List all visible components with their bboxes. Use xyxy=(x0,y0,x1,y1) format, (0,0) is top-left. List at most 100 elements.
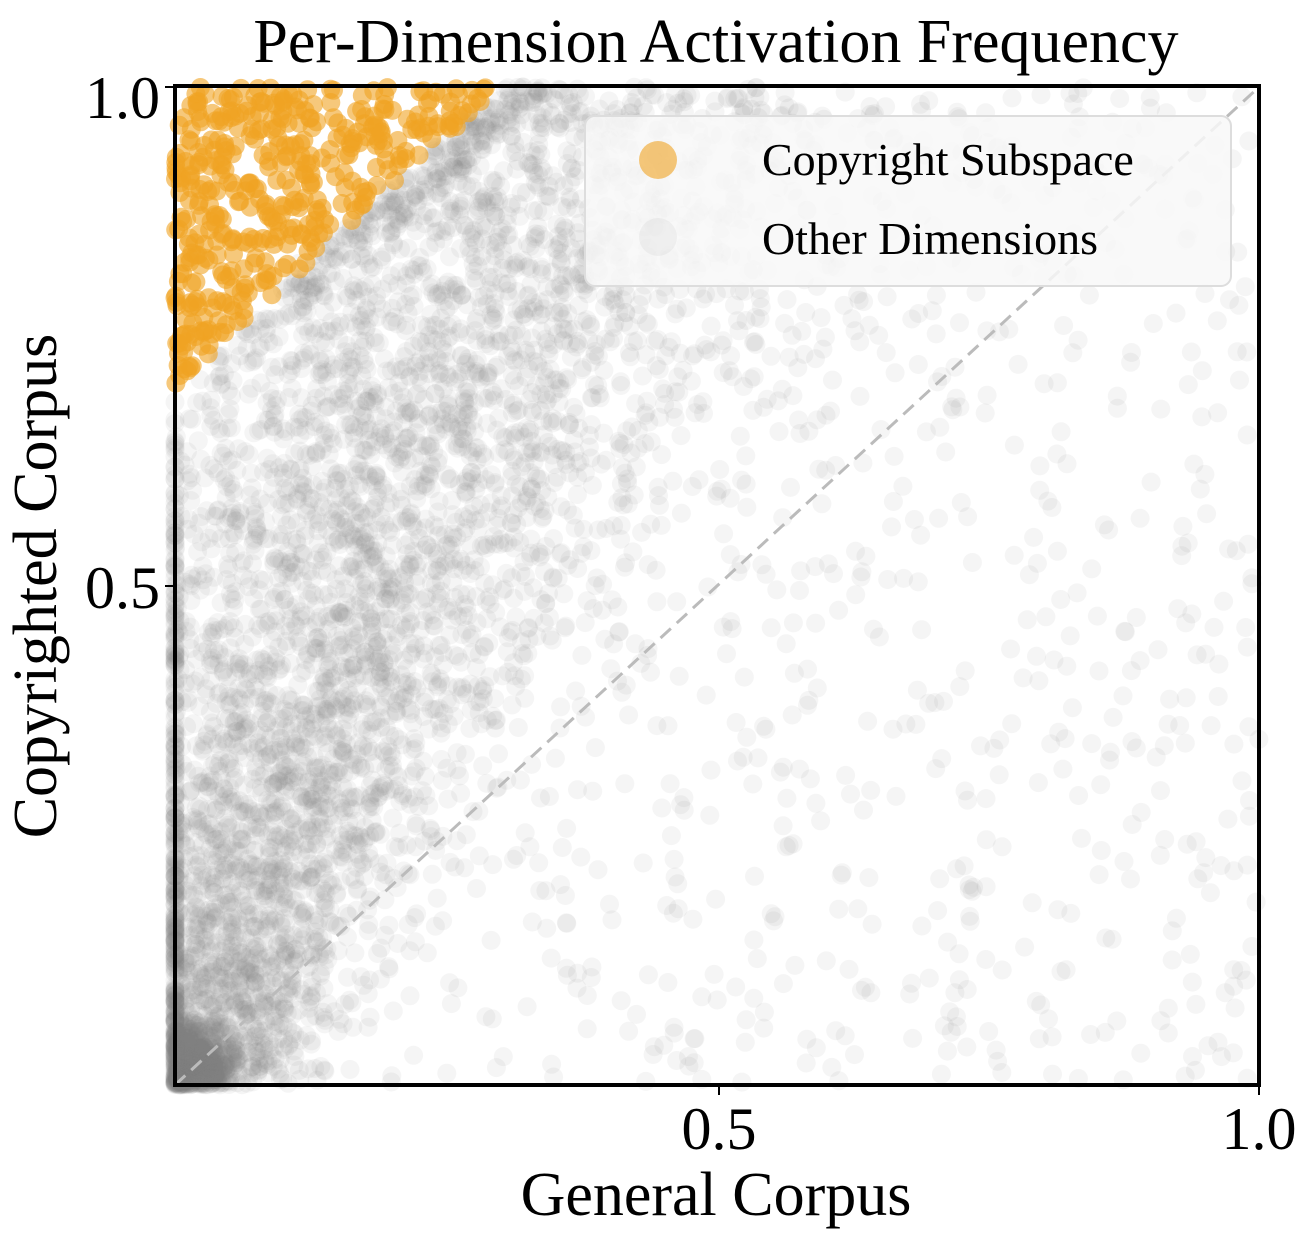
other-dimension-point xyxy=(483,855,503,875)
other-dimension-point xyxy=(323,434,343,454)
other-dimension-point xyxy=(524,452,544,472)
other-dimension-point xyxy=(572,645,592,665)
other-dimension-point xyxy=(328,739,348,759)
other-dimension-point xyxy=(471,370,491,389)
other-dimension-point xyxy=(743,400,763,420)
other-dimension-point xyxy=(1178,533,1198,553)
other-dimension-point xyxy=(359,914,379,934)
other-dimension-point xyxy=(195,1023,214,1043)
other-dimension-point xyxy=(773,974,793,994)
other-dimension-point xyxy=(430,669,450,689)
other-dimension-point xyxy=(463,442,483,462)
other-dimension-point xyxy=(282,714,302,734)
other-dimension-point xyxy=(392,590,412,610)
other-dimension-point xyxy=(476,591,496,611)
other-dimension-point xyxy=(371,247,391,267)
other-dimension-point xyxy=(258,1051,278,1071)
other-dimension-point xyxy=(439,597,458,617)
other-dimension-point xyxy=(194,1061,214,1081)
other-dimension-point xyxy=(1091,841,1111,860)
other-dimension-point xyxy=(903,1028,923,1048)
other-dimension-point xyxy=(379,959,399,979)
other-dimension-point xyxy=(238,849,258,869)
other-dimension-point xyxy=(236,1004,256,1024)
other-dimension-point xyxy=(1175,733,1195,753)
other-dimension-point xyxy=(392,462,412,482)
other-dimension-point xyxy=(291,819,311,839)
other-dimension-point xyxy=(471,215,491,235)
other-dimension-point xyxy=(658,716,678,736)
other-dimension-point xyxy=(256,529,276,549)
other-dimension-point xyxy=(208,846,228,866)
other-dimension-point xyxy=(368,534,388,554)
other-dimension-point xyxy=(230,958,250,978)
other-dimension-point xyxy=(1186,832,1206,852)
other-dimension-point xyxy=(1237,425,1257,445)
other-dimension-point xyxy=(806,349,825,369)
other-dimension-point xyxy=(1103,707,1123,727)
other-dimension-point xyxy=(295,902,315,922)
other-dimension-point xyxy=(236,680,256,700)
other-dimension-point xyxy=(296,650,316,670)
other-dimension-point xyxy=(223,948,243,968)
other-dimension-point xyxy=(1053,759,1073,779)
other-dimension-point xyxy=(1044,650,1064,670)
other-dimension-point xyxy=(416,786,436,806)
other-dimension-point xyxy=(360,890,380,910)
other-dimension-point xyxy=(627,1004,646,1024)
other-dimension-point xyxy=(415,180,435,199)
other-dimension-point xyxy=(381,667,401,687)
other-dimension-point xyxy=(320,423,340,443)
other-dimension-point xyxy=(296,500,316,520)
other-dimension-point xyxy=(180,782,200,802)
other-dimension-point xyxy=(400,557,420,577)
other-dimension-point xyxy=(1177,834,1197,854)
other-dimension-point xyxy=(201,1054,221,1074)
other-dimension-point xyxy=(180,884,200,904)
other-dimension-point xyxy=(816,951,836,971)
other-dimension-point xyxy=(232,829,252,849)
other-dimension-point xyxy=(215,926,235,946)
other-dimension-point xyxy=(189,1029,209,1049)
other-dimension-point xyxy=(304,747,324,767)
other-dimension-point xyxy=(379,378,399,398)
other-dimension-point xyxy=(596,450,616,470)
other-dimension-point xyxy=(249,338,269,358)
other-dimension-point xyxy=(569,84,589,104)
other-dimension-point xyxy=(189,1046,209,1066)
other-dimension-point xyxy=(431,672,451,692)
other-dimension-point xyxy=(737,497,757,517)
other-dimension-point xyxy=(544,303,564,323)
other-dimension-point xyxy=(531,305,551,325)
other-dimension-point xyxy=(440,539,460,559)
other-dimension-point xyxy=(393,784,413,804)
other-dimension-point xyxy=(302,818,322,838)
other-dimension-point xyxy=(213,446,233,466)
other-dimension-point xyxy=(930,869,950,889)
other-dimension-point xyxy=(282,868,301,887)
other-dimension-point xyxy=(414,692,434,712)
other-dimension-point xyxy=(252,311,272,331)
other-dimension-point xyxy=(201,539,221,559)
other-dimension-point xyxy=(167,1068,187,1088)
other-dimension-point xyxy=(379,579,399,599)
other-dimension-point xyxy=(265,773,284,793)
other-dimension-point xyxy=(1122,815,1142,834)
other-dimension-point xyxy=(473,689,493,709)
other-dimension-point xyxy=(356,298,376,318)
other-dimension-point xyxy=(400,986,420,1006)
other-dimension-point xyxy=(183,871,203,891)
other-dimension-point xyxy=(433,655,453,675)
other-dimension-point xyxy=(193,1073,213,1093)
other-dimension-point xyxy=(282,351,302,371)
other-dimension-point xyxy=(243,971,263,991)
other-dimension-point xyxy=(307,983,326,1003)
other-dimension-point xyxy=(551,441,571,461)
other-dimension-point xyxy=(258,825,278,845)
other-dimension-point xyxy=(242,819,262,839)
other-dimension-point xyxy=(781,477,800,497)
other-dimension-point xyxy=(382,1066,402,1086)
other-dimension-point xyxy=(255,881,275,901)
other-dimension-point xyxy=(363,712,383,732)
other-dimension-point xyxy=(806,793,826,813)
